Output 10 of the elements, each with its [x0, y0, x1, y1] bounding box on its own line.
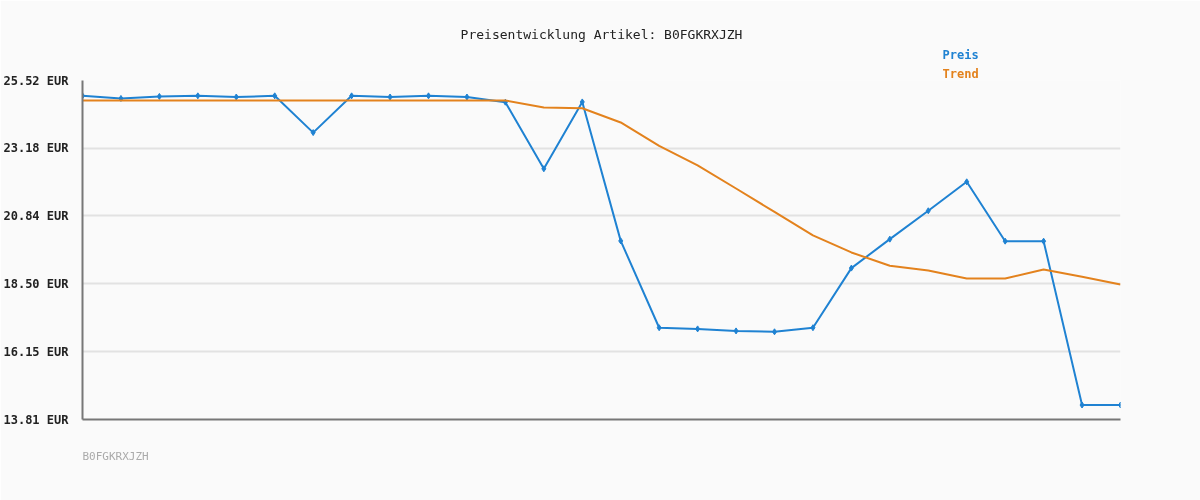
- y-tick-label: 23.18 EUR: [3, 141, 70, 156]
- y-tick-label: 16.15 EUR: [3, 344, 70, 359]
- chart-title: Preisentwicklung Artikel: B0FGKRXJZH: [460, 26, 743, 42]
- y-tick-label: 25.52 EUR: [3, 73, 70, 88]
- y-tick-label: 13.81 EUR: [3, 412, 70, 427]
- text: B0FGKRXJZH: [82, 449, 149, 463]
- text: Trend: [942, 66, 979, 81]
- text: Preis: [942, 48, 979, 62]
- y-tick-label: 18.50 EUR: [3, 276, 70, 291]
- y-tick-label: 20.84 EUR: [3, 208, 70, 223]
